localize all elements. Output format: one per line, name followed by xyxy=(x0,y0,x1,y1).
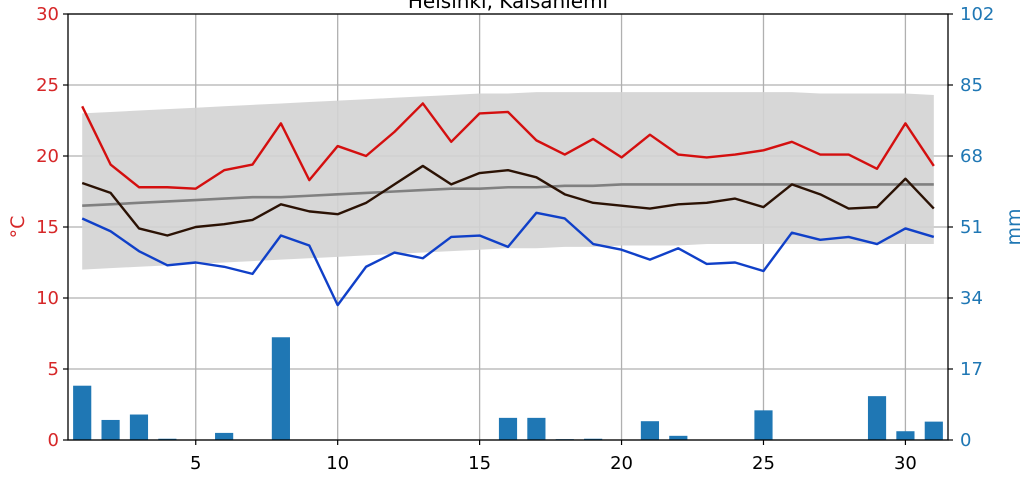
y-tick-label-right: 34 xyxy=(960,288,983,309)
y-tick-label-left: 25 xyxy=(36,75,59,96)
y-axis-label-left: °C xyxy=(7,216,29,239)
y-tick-label-left: 30 xyxy=(36,4,59,25)
line-max xyxy=(81,102,935,190)
precipitation-bar xyxy=(754,410,773,440)
y-tick-label-right: 68 xyxy=(960,146,983,167)
y-tick-label-left: 15 xyxy=(36,217,59,238)
y-tick-label-right: 0 xyxy=(960,430,971,451)
x-tick-label: 25 xyxy=(752,453,775,474)
precipitation-bars xyxy=(73,337,943,440)
normal-range-band xyxy=(82,92,934,270)
precipitation-bar xyxy=(271,337,290,440)
precipitation-bar xyxy=(527,417,546,440)
precipitation-bar xyxy=(896,431,915,440)
precipitation-bar xyxy=(215,432,234,440)
y-tick-label-right: 102 xyxy=(960,4,994,25)
chart-title: Helsinki, Kaisaniemi xyxy=(408,0,608,13)
y-tick-label-left: 20 xyxy=(36,146,59,167)
x-tick-label: 10 xyxy=(326,453,349,474)
y-tick-label-right: 17 xyxy=(960,359,983,380)
precipitation-bar xyxy=(924,421,943,440)
x-tick-label: 30 xyxy=(894,453,917,474)
y-tick-label-left: 0 xyxy=(48,430,59,451)
precipitation-bar xyxy=(498,417,518,440)
y-tick-label-left: 5 xyxy=(48,359,59,380)
precipitation-bar xyxy=(101,419,120,440)
precipitation-bar xyxy=(129,414,149,440)
temperature-lines xyxy=(81,102,935,307)
y-tick-label-right: 85 xyxy=(960,75,983,96)
precipitation-bar xyxy=(73,385,92,440)
precipitation-bar xyxy=(669,435,688,440)
line-min xyxy=(81,211,935,307)
x-tick-label: 20 xyxy=(610,453,633,474)
x-tick-label: 5 xyxy=(190,453,201,474)
y-tick-label-left: 10 xyxy=(36,288,59,309)
line-mean xyxy=(81,164,935,237)
x-tick-label: 15 xyxy=(468,453,491,474)
y-tick-label-right: 51 xyxy=(960,217,983,238)
precipitation-bar xyxy=(867,396,887,440)
tick-labels: 5 10 15 20 25 30 0 5 10 15 20 25 30 0 17 34 51 68 85 102 xyxy=(36,4,994,474)
y-axis-label-right: mm xyxy=(1003,208,1025,245)
precipitation-bar xyxy=(640,421,660,440)
normal-range-area xyxy=(82,92,934,270)
